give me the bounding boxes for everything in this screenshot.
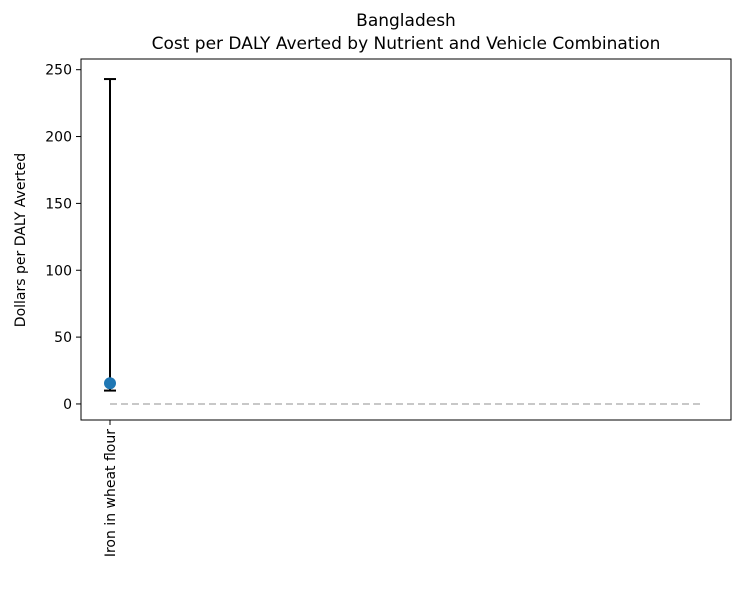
- y-tick-label: 150: [45, 196, 72, 212]
- y-tick-label: 0: [63, 397, 72, 413]
- y-tick-label: 250: [45, 63, 72, 79]
- axes-frame: [80, 58, 732, 421]
- y-tick-label: 50: [54, 330, 72, 346]
- chart-title: Bangladesh: [356, 11, 456, 31]
- y-tick-label: 100: [45, 263, 72, 279]
- plot-area: Iron in wheat flour 0 50 100 150 200 250: [45, 58, 732, 557]
- x-tick-label: Iron in wheat flour: [103, 429, 119, 557]
- chart-subtitle: Cost per DALY Averted by Nutrient and Ve…: [152, 34, 661, 54]
- y-tick-label: 200: [45, 130, 72, 146]
- y-axis-label: Dollars per DALY Averted: [13, 153, 29, 327]
- data-point: [104, 377, 116, 390]
